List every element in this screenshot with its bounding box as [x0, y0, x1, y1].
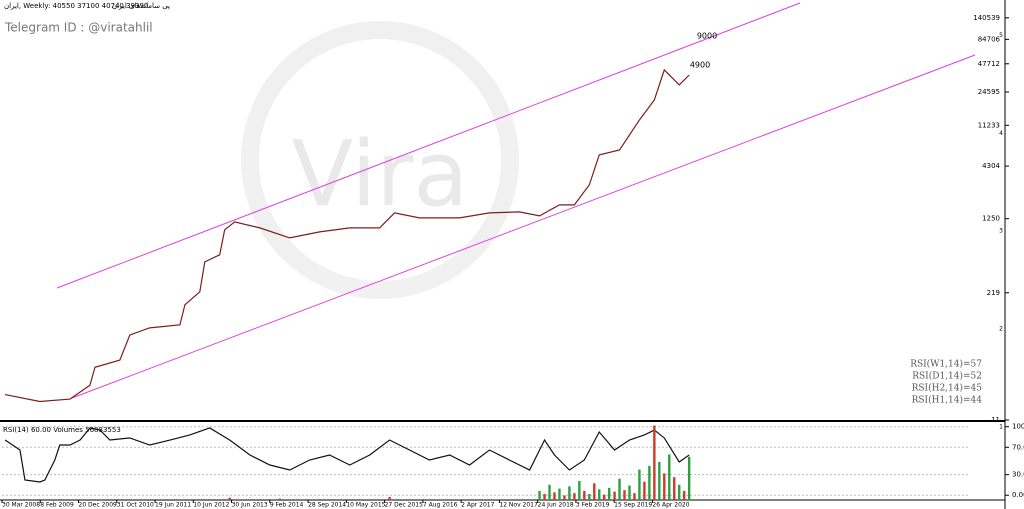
volume-bar — [563, 495, 566, 500]
x-tick-label: 19 Jun 2011 — [155, 502, 191, 509]
y-tick-label: 219 — [987, 289, 1000, 297]
volume-bar — [678, 484, 681, 500]
y-tick-label: 140539 — [973, 14, 1000, 22]
volume-bar — [598, 489, 601, 500]
annotation: 4900 — [690, 61, 710, 70]
x-tick-label: 30 Mar 2008 — [2, 502, 40, 509]
x-tick-label: 15 Sep 2019 — [614, 502, 652, 509]
x-tick-label: 28 Sep 2014 — [308, 502, 346, 509]
volume-bar — [568, 486, 571, 500]
x-tick-label: 10 May 2015 — [346, 502, 385, 509]
volume-bar — [278, 498, 281, 500]
x-tick-label: 2 Apr 2017 — [461, 502, 494, 509]
rsi-label: RSI(W1,14)=57 — [910, 359, 982, 370]
x-tick-label: 20 Dec 2009 — [79, 502, 118, 509]
y-tick-label: 1250 — [982, 215, 1000, 223]
volume-bar — [543, 493, 546, 500]
volume-bar — [593, 483, 596, 500]
y-tick-label: 4304 — [982, 162, 1000, 170]
volume-bar — [613, 491, 616, 500]
x-tick-label: 10 Jun 2012 — [193, 502, 229, 509]
rsi-label: RSI(H2,14)=45 — [912, 383, 983, 394]
y-tick-label: 0.00 — [1012, 491, 1024, 499]
svg-text:Vira: Vira — [292, 122, 469, 227]
volume-bar — [578, 481, 581, 500]
x-tick-label: 7 Aug 2016 — [423, 502, 458, 509]
y2-tick-label: 5 — [999, 32, 1003, 39]
x-tick-label: 9 Feb 2014 — [270, 502, 304, 509]
volume-bar — [668, 454, 671, 500]
volume-bar — [558, 488, 561, 500]
x-tick-label: 31 Oct 2010 — [117, 502, 154, 509]
volume-bar — [573, 493, 576, 500]
volume-bar — [618, 478, 621, 500]
chart-header-name: پی سامانه‌های ایران — [112, 2, 170, 10]
volume-bar — [638, 469, 641, 500]
chart-header: ایران, Weekly: 40550 37100 40740 39390 — [4, 2, 148, 10]
volume-bar — [643, 481, 646, 500]
rsi-label: RSI(D1,14)=52 — [912, 371, 982, 382]
x-tick-label: 27 Dec 2015 — [385, 502, 424, 509]
x-tick-label: 24 Jun 2018 — [538, 502, 574, 509]
volume-bar — [623, 490, 626, 500]
channel-lower — [71, 54, 976, 399]
y2-tick-label: 3 — [999, 228, 1003, 235]
y2-tick-label: 1 — [999, 423, 1003, 430]
volume-bar — [603, 494, 606, 500]
y-tick-label: 24595 — [978, 88, 1000, 96]
volume-bar — [663, 473, 666, 500]
volume-bar — [658, 462, 661, 500]
volume-bar — [633, 493, 636, 500]
price-line — [4, 427, 690, 483]
volume-bar — [388, 496, 391, 500]
volume-bar — [628, 485, 631, 500]
rsi-label: RSI(H1,14)=44 — [912, 395, 983, 406]
volume-bar — [673, 477, 676, 500]
volume-bar — [588, 493, 591, 500]
watermark-text: Telegram ID : @viratahlil — [4, 21, 153, 35]
y-tick-label: 30.00 — [1012, 471, 1024, 479]
volume-bar — [687, 456, 691, 500]
x-tick-label: 12 Nov 2017 — [499, 502, 538, 509]
volume-bar — [553, 492, 556, 500]
y-tick-label: 84706 — [978, 35, 1001, 43]
y-tick-label: 11 — [991, 416, 1000, 424]
watermark-logo: Vira — [241, 21, 519, 299]
volume-bar — [648, 465, 651, 500]
x-tick-label: 8 Feb 2009 — [40, 502, 74, 509]
channel-upper — [56, 2, 801, 289]
volume-bar — [682, 490, 686, 500]
volume-bar — [548, 484, 551, 500]
volume-bar — [583, 490, 586, 500]
indicator-header: RSI(14) 60.00 Volumes 56883553 — [3, 426, 121, 434]
y-tick-label: 100.00 — [1012, 423, 1024, 431]
volume-bar — [653, 425, 656, 500]
x-tick-label: 26 Apr 2020 — [652, 502, 689, 509]
volume-bar — [608, 487, 611, 500]
y2-tick-label: 4 — [999, 130, 1003, 137]
x-tick-label: 30 Jun 2013 — [232, 502, 268, 509]
volume-bar — [228, 497, 231, 500]
y-tick-label: 70.00 — [1012, 443, 1024, 451]
y-tick-label: 11233 — [978, 121, 1000, 129]
y-tick-label: 47712 — [978, 60, 1000, 68]
x-tick-label: 3 Feb 2019 — [576, 502, 610, 509]
volume-bar — [538, 490, 541, 500]
price-line — [4, 68, 690, 403]
y2-tick-label: 2 — [999, 326, 1003, 333]
annotation: 9000 — [697, 32, 717, 41]
